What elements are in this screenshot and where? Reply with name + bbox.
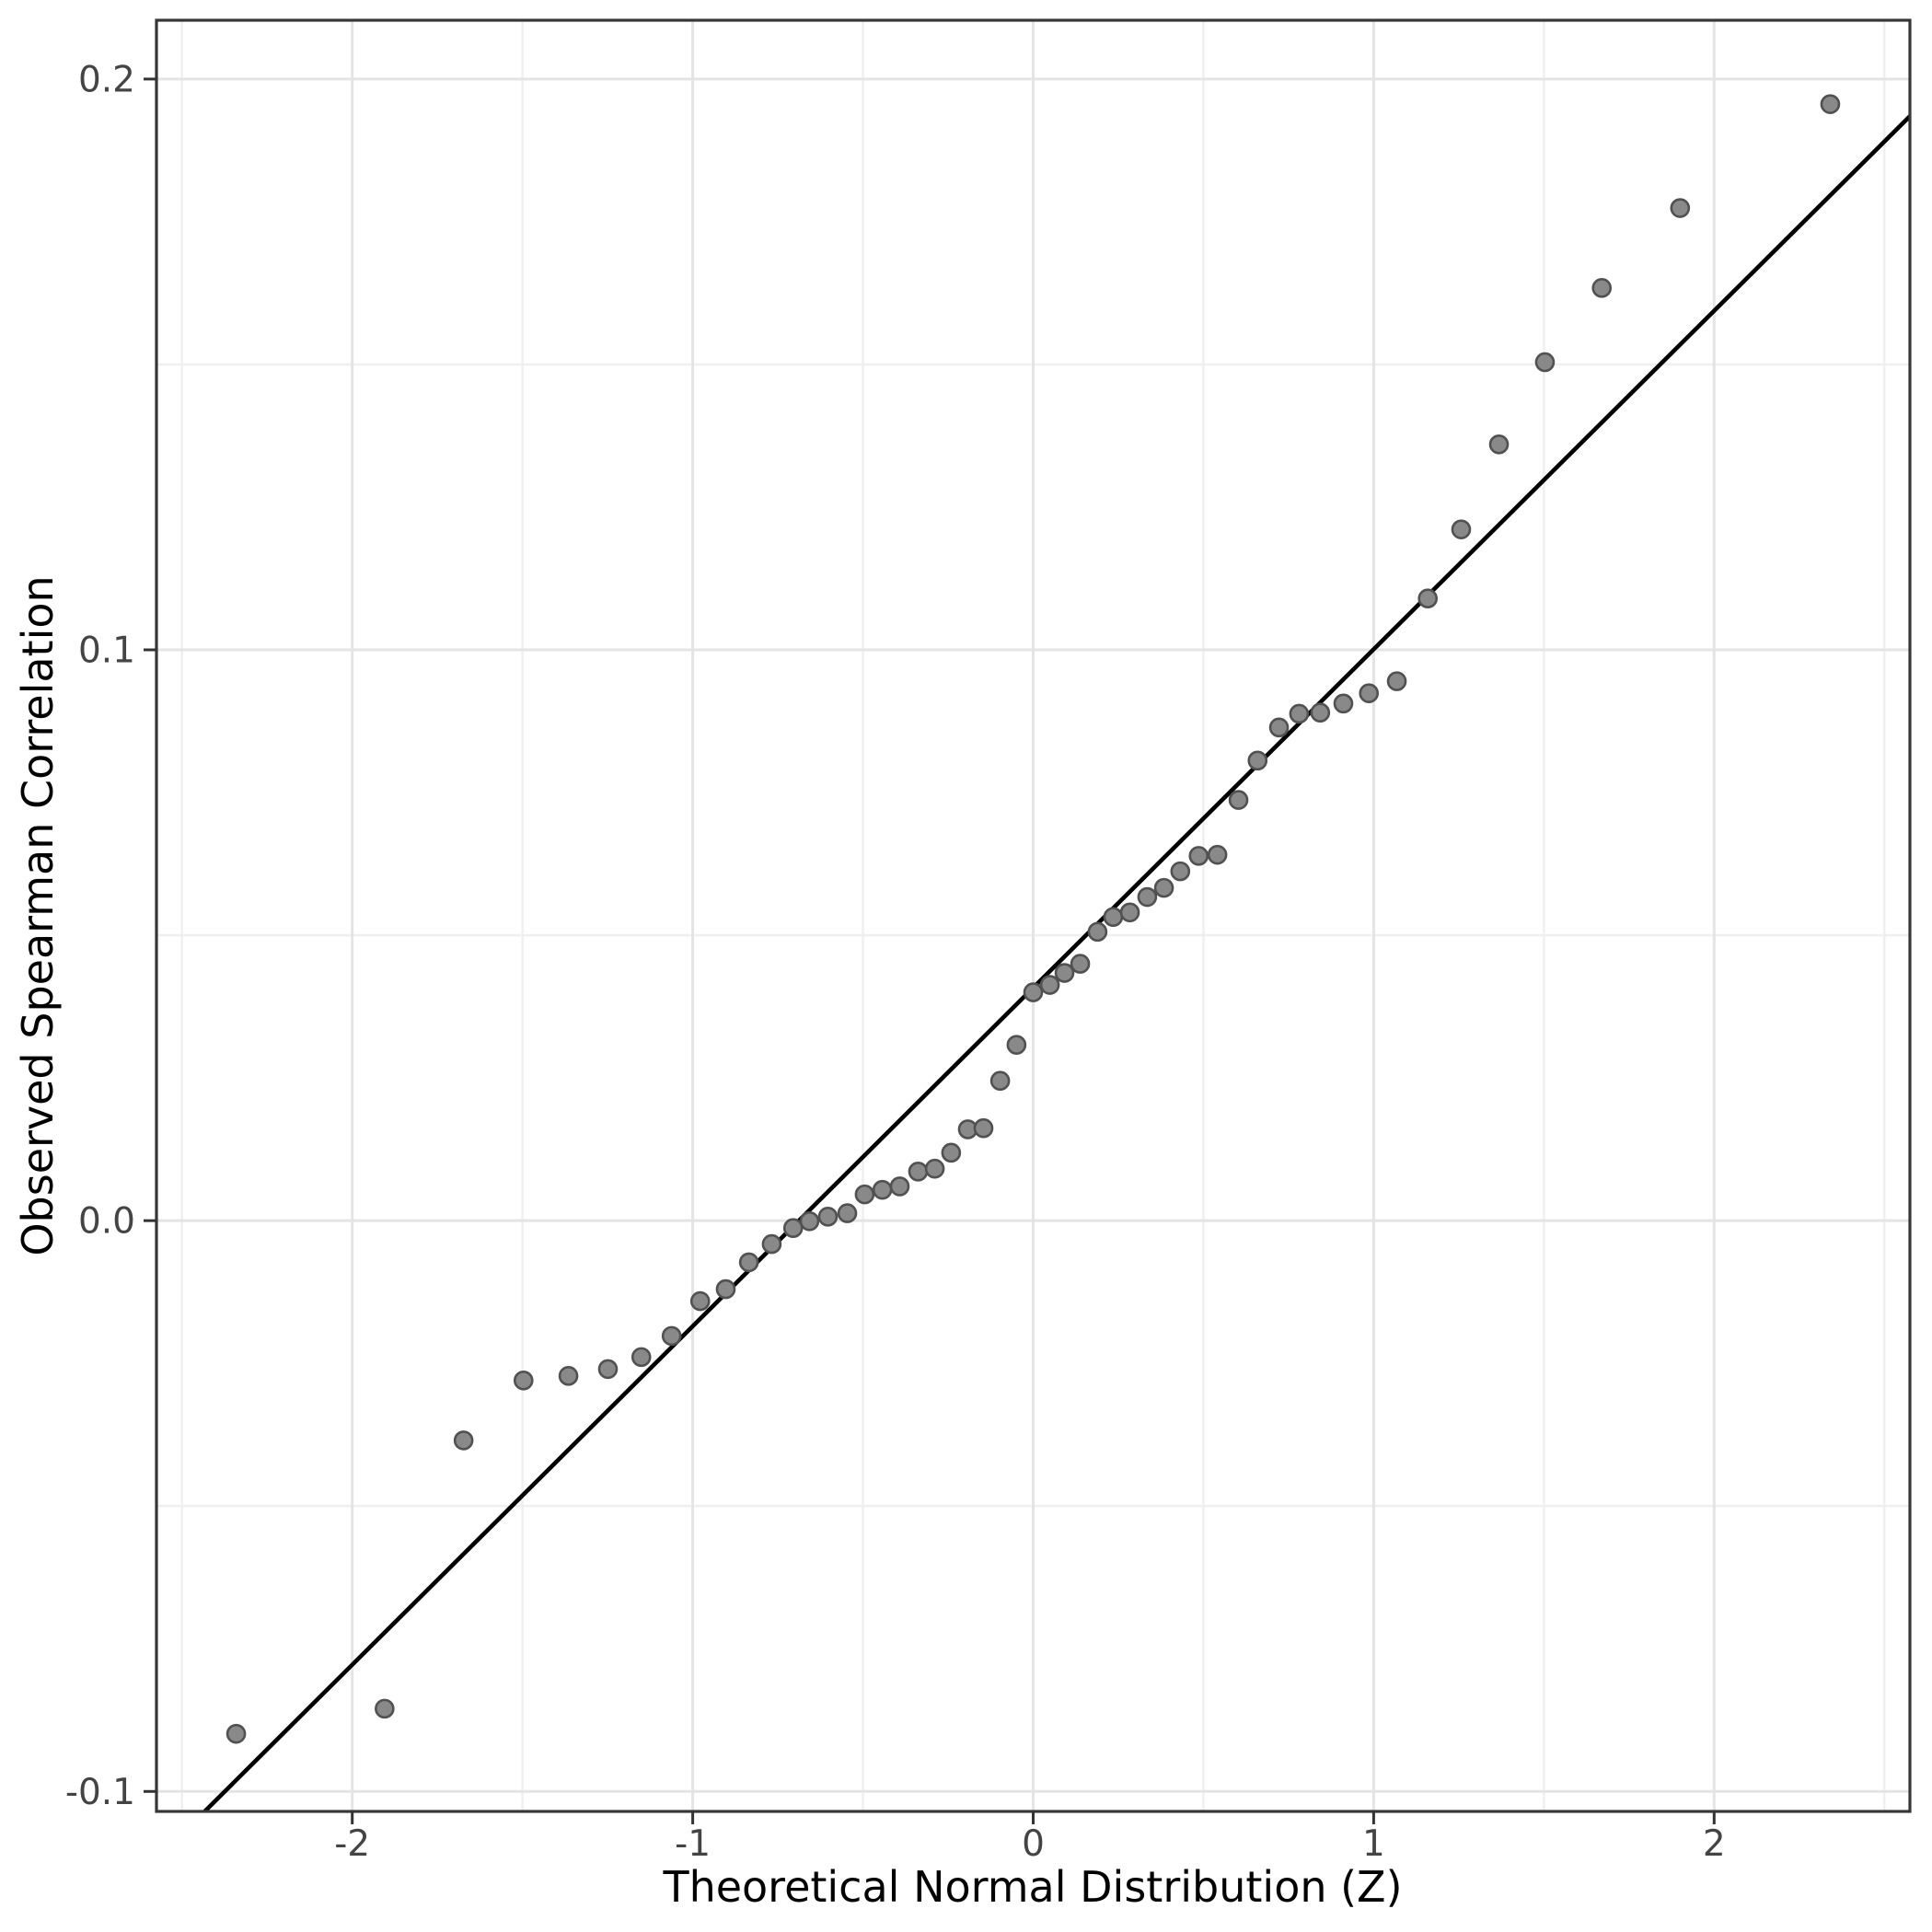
y-tick-labels-group: 0.2 0.1 0.0 -0.1 <box>65 59 135 1812</box>
data-point <box>1534 352 1556 373</box>
data-point <box>1591 278 1613 298</box>
data-point <box>799 1210 820 1232</box>
data-point <box>1386 671 1407 691</box>
data-point <box>597 1359 619 1380</box>
data-point <box>715 1278 736 1300</box>
data-point <box>1207 844 1228 865</box>
x-tick-label: -1 <box>675 1823 711 1865</box>
x-tick-label: 2 <box>1703 1823 1726 1865</box>
data-point <box>889 1176 910 1197</box>
data-point <box>1006 1035 1027 1055</box>
data-point <box>908 1162 929 1182</box>
data-point <box>1054 963 1075 983</box>
data-point <box>1670 198 1691 218</box>
data-point <box>973 1117 994 1139</box>
data-point <box>854 1184 875 1205</box>
data-point <box>1070 954 1091 974</box>
data-point <box>1188 846 1209 866</box>
x-axis-title: Theoretical Normal Distribution (Z) <box>662 1862 1402 1912</box>
data-point <box>375 1698 395 1719</box>
data-point <box>631 1347 652 1368</box>
data-point <box>1333 693 1354 714</box>
data-point <box>1119 902 1140 923</box>
data-point <box>1103 907 1124 928</box>
data-point <box>989 1070 1011 1092</box>
data-point <box>1268 717 1290 738</box>
data-point <box>661 1325 682 1347</box>
x-tick-labels-group: -2 -1 0 1 2 <box>334 1823 1725 1865</box>
y-tick-label: 0.0 <box>78 1201 135 1243</box>
data-point <box>558 1366 579 1386</box>
data-point <box>1488 434 1510 455</box>
data-point <box>924 1158 945 1179</box>
data-point <box>1310 702 1331 723</box>
data-point <box>1087 921 1108 943</box>
reference-line-group <box>202 114 1910 1811</box>
points-group <box>226 94 1841 1744</box>
x-tick-label: -2 <box>334 1823 370 1865</box>
y-tick-label: 0.1 <box>78 631 135 672</box>
data-point <box>1289 703 1310 724</box>
data-point <box>1359 683 1380 703</box>
x-ticks-group <box>351 1811 1716 1824</box>
data-point <box>453 1430 474 1451</box>
data-point <box>1820 94 1841 114</box>
data-point <box>689 1290 711 1312</box>
data-point <box>941 1142 962 1163</box>
data-point <box>761 1233 782 1255</box>
data-point <box>1451 519 1472 539</box>
data-point <box>1170 861 1191 882</box>
qq-reference-line <box>202 114 1910 1811</box>
y-tick-label: -0.1 <box>65 1772 135 1813</box>
x-tick-label: 1 <box>1362 1823 1385 1865</box>
data-point <box>872 1179 893 1200</box>
y-axis-title: Observed Spearman Correlation <box>13 575 63 1255</box>
data-point <box>782 1218 804 1239</box>
data-point <box>513 1370 534 1391</box>
data-point <box>738 1252 759 1273</box>
grid-major-group <box>156 20 1910 1811</box>
data-point <box>1417 588 1439 609</box>
data-point <box>817 1207 839 1227</box>
data-point <box>1137 886 1158 908</box>
data-point <box>1247 750 1268 771</box>
y-tick-label: 0.2 <box>78 59 135 100</box>
y-ticks-group <box>144 77 156 1793</box>
data-point <box>837 1203 858 1223</box>
data-point <box>1039 975 1060 995</box>
data-point <box>1228 790 1249 810</box>
data-point <box>1153 877 1174 898</box>
data-point <box>226 1723 247 1744</box>
x-tick-label: 0 <box>1022 1823 1045 1865</box>
data-point <box>1023 982 1044 1002</box>
